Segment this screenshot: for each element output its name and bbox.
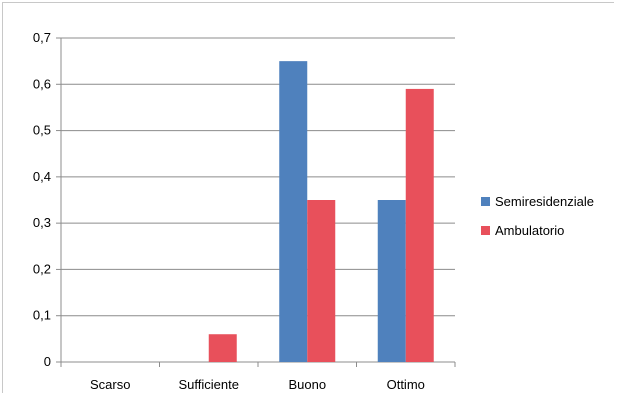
bar-ambulatorio-ottimo (405, 88, 434, 363)
y-tick-labels: 0 0,1 0,2 0,3 0,4 0,5 0,6 0,7 (33, 30, 51, 369)
legend-swatch (481, 226, 490, 235)
bar-ambulatorio-buono (307, 200, 336, 362)
category-labels: Scarso Sufficiente Buono Ottimo (90, 377, 425, 392)
y-tick-label: 0 (44, 354, 51, 369)
y-tick-label: 0,3 (33, 215, 51, 230)
bar-semiresidenziale-ottimo (377, 200, 406, 362)
bars (208, 61, 434, 363)
chart-frame: 0 0,1 0,2 0,3 0,4 0,5 0,6 0,7 Scarso Sufficiente… (2, 2, 614, 393)
legend: Semiresidenziale Ambulatorio (481, 194, 594, 238)
legend-swatch (481, 197, 490, 206)
category-label: Sufficiente (179, 377, 239, 392)
category-label: Buono (288, 377, 326, 392)
category-label: Scarso (90, 377, 130, 392)
category-label: Ottimo (387, 377, 425, 392)
bar-ambulatorio-sufficiente (208, 334, 237, 362)
gridlines (61, 37, 455, 317)
y-tick-label: 0,6 (33, 76, 51, 91)
y-tick-label: 0,5 (33, 123, 51, 138)
y-tick-label: 0,4 (33, 169, 51, 184)
y-tick-label: 0,2 (33, 261, 51, 276)
y-tick-label: 0,7 (33, 30, 51, 45)
y-tick-label: 0,1 (33, 308, 51, 323)
bar-chart: 0 0,1 0,2 0,3 0,4 0,5 0,6 0,7 Scarso Sufficiente… (33, 30, 594, 392)
legend-label: Semiresidenziale (495, 194, 594, 209)
bar-semiresidenziale-buono (279, 61, 308, 363)
legend-label: Ambulatorio (495, 223, 564, 238)
